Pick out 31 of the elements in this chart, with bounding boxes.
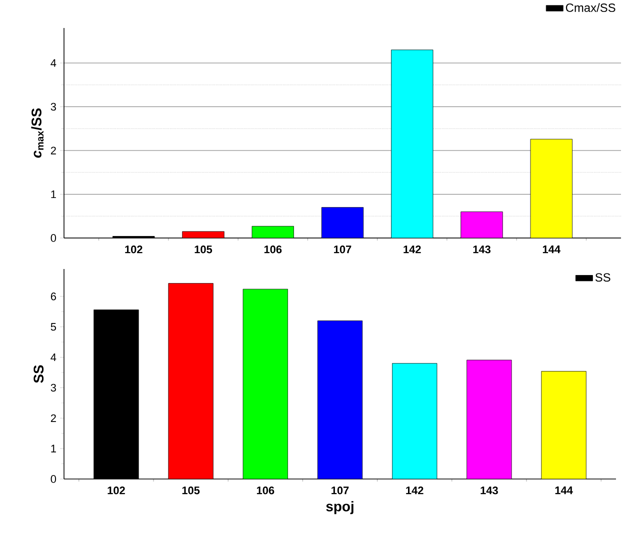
y-axis-title: SS bbox=[34, 365, 44, 383]
x-tick-label: 142 bbox=[404, 246, 421, 254]
y-tick-label: 2 bbox=[50, 146, 56, 154]
x-tick-label: 143 bbox=[473, 246, 490, 254]
x-tick-label: 102 bbox=[125, 246, 142, 254]
legend-label: Cmax/SS bbox=[566, 3, 616, 12]
x-tick-label: 106 bbox=[256, 486, 274, 494]
x-tick-label: 105 bbox=[182, 486, 200, 494]
y-tick-label: 0 bbox=[50, 475, 56, 483]
x-tick-label: 107 bbox=[334, 246, 352, 254]
x-tick-label: 142 bbox=[406, 486, 424, 494]
legend-label: SS bbox=[595, 273, 610, 282]
y-tick-label: 3 bbox=[50, 102, 56, 111]
x-tick-label: 144 bbox=[542, 246, 560, 254]
x-tick-label: 105 bbox=[194, 246, 212, 254]
y-tick-label: 4 bbox=[50, 354, 56, 362]
y-tick-label: 2 bbox=[50, 414, 56, 422]
y-tick-label: 0 bbox=[50, 234, 56, 242]
y-tick-label: 1 bbox=[51, 444, 56, 452]
x-tick-label: 144 bbox=[555, 486, 573, 494]
y-axis-title: c$_{max}$/SS bbox=[31, 108, 44, 158]
x-tick-label: 143 bbox=[480, 486, 498, 494]
y-tick-label: 6 bbox=[50, 292, 56, 300]
x-tick-label: 107 bbox=[332, 486, 349, 494]
y-tick-label: 1 bbox=[51, 190, 56, 198]
x-tick-label: 102 bbox=[108, 486, 125, 494]
y-tick-label: 3 bbox=[50, 384, 56, 392]
y-tick-label: 5 bbox=[50, 323, 56, 331]
y-tick-label: 4 bbox=[50, 59, 56, 67]
x-tick-label: 106 bbox=[264, 246, 282, 254]
x-axis-title: spoj bbox=[326, 501, 354, 514]
